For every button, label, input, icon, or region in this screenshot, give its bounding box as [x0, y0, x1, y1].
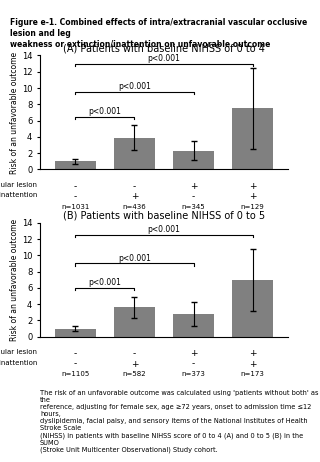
Text: +: +	[249, 349, 256, 358]
Text: n=129: n=129	[241, 204, 264, 210]
Text: n=1105: n=1105	[61, 371, 90, 377]
Text: n=1031: n=1031	[61, 204, 90, 210]
Bar	[114, 138, 155, 170]
Bar	[232, 280, 273, 337]
Text: -: -	[133, 182, 136, 191]
Text: +: +	[249, 359, 256, 369]
Text: n=373: n=373	[181, 371, 205, 377]
Text: -: -	[192, 192, 195, 201]
Text: +: +	[249, 182, 256, 191]
Text: The risk of an unfavorable outcome was calculated using 'patients without both' : The risk of an unfavorable outcome was c…	[40, 390, 318, 453]
Text: +: +	[190, 182, 197, 191]
Text: +: +	[249, 192, 256, 201]
Text: n=436: n=436	[123, 204, 146, 210]
Text: Figure e-1. Combined effects of intra/extracranial vascular occlusive lesion and: Figure e-1. Combined effects of intra/ex…	[10, 18, 307, 49]
Text: -: -	[133, 349, 136, 358]
Bar	[55, 161, 96, 170]
Text: p<0.001: p<0.001	[89, 107, 121, 116]
Text: p<0.001: p<0.001	[148, 54, 180, 63]
Bar	[173, 151, 214, 170]
Text: n=173: n=173	[241, 371, 265, 377]
Text: Intra- or extracranial vascular lesion: Intra- or extracranial vascular lesion	[0, 182, 37, 188]
Text: -: -	[74, 182, 77, 191]
Text: -: -	[192, 359, 195, 369]
Bar	[232, 109, 273, 170]
Text: n=345: n=345	[182, 204, 205, 210]
Title: (A) Patients with baseline NIHSS of 0 to 4: (A) Patients with baseline NIHSS of 0 to…	[63, 43, 265, 53]
Text: Intra- or extracranial vascular lesion: Intra- or extracranial vascular lesion	[0, 349, 37, 355]
Text: Leg weakness or extinction/inattention: Leg weakness or extinction/inattention	[0, 192, 37, 198]
Y-axis label: Risk of an unfavorable outcome: Risk of an unfavorable outcome	[10, 51, 19, 174]
Text: Leg weakness or extinction/inattention: Leg weakness or extinction/inattention	[0, 359, 37, 365]
Text: p<0.001: p<0.001	[148, 225, 180, 234]
Bar	[173, 314, 214, 337]
Text: +: +	[131, 359, 138, 369]
Text: -: -	[74, 349, 77, 358]
Text: n=582: n=582	[123, 371, 146, 377]
Bar	[114, 307, 155, 337]
Bar	[55, 328, 96, 337]
Text: p<0.001: p<0.001	[118, 82, 151, 91]
Title: (B) Patients with baseline NIHSS of 0 to 5: (B) Patients with baseline NIHSS of 0 to…	[63, 211, 265, 220]
Text: +: +	[190, 349, 197, 358]
Y-axis label: Risk of an unfavorable outcome: Risk of an unfavorable outcome	[10, 219, 19, 341]
Text: p<0.001: p<0.001	[118, 254, 151, 263]
Text: -: -	[74, 359, 77, 369]
Text: +: +	[131, 192, 138, 201]
Text: p<0.001: p<0.001	[89, 278, 121, 287]
Text: -: -	[74, 192, 77, 201]
